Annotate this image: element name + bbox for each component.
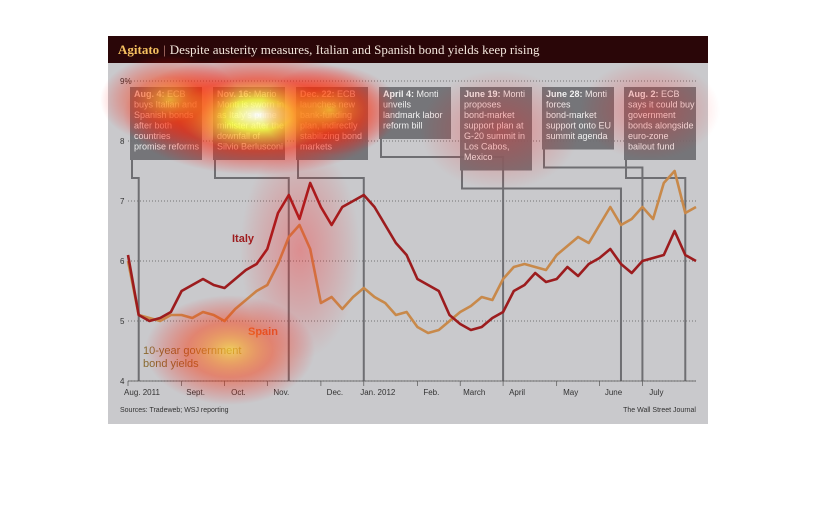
x-tick-label: April — [509, 388, 525, 397]
y-tick-label: 8 — [120, 137, 125, 146]
series-line-spain — [126, 169, 697, 335]
annotation-text: markets — [300, 142, 333, 152]
annotation-text: bailout fund — [628, 142, 675, 152]
annotation-leader-line — [461, 170, 622, 381]
annotation-text: Aug. 4: ECB — [134, 89, 186, 99]
annotation-leader-line — [131, 160, 140, 381]
chart-figure: Agitato | Despite austerity measures, Ital… — [108, 36, 708, 424]
annotation-text: support plan at — [464, 121, 524, 131]
annotation-text: bank-funding — [300, 110, 352, 120]
x-tick-label: Aug. 2011 — [124, 388, 160, 397]
title-kicker: Agitato — [118, 42, 160, 57]
y-tick-label: 9% — [120, 77, 132, 86]
annotation-text: April 4: Monti — [383, 89, 439, 99]
series-line-italy — [126, 181, 697, 332]
publisher-note: The Wall Street Journal — [623, 407, 696, 414]
annotation-text: summit agenda — [546, 131, 608, 141]
title-separator: | — [163, 42, 166, 57]
x-tick-label: Oct. — [231, 388, 246, 397]
annotation-text: promise reforms — [134, 142, 200, 152]
annotation-text: countries — [134, 131, 171, 141]
x-tick-label: May — [563, 388, 578, 397]
x-tick-label: Sept. — [186, 388, 205, 397]
annotation-text: reform bill — [383, 121, 423, 131]
y-tick-label: 6 — [120, 257, 125, 266]
annotation-leader-line — [625, 160, 687, 381]
annotation-text: bond-market — [546, 110, 597, 120]
series-layer — [126, 169, 697, 335]
x-tick-label: March — [463, 388, 485, 397]
annotation-text: Nov. 16: Mario — [217, 89, 276, 99]
legend-line-2: bond yields — [143, 358, 199, 370]
annotation-text: forces — [546, 100, 571, 110]
annotation-text: Silvio Berlusconi — [217, 142, 283, 152]
annotation-text: as Italy's prime — [217, 110, 277, 120]
y-tick-label: 4 — [120, 377, 125, 386]
y-tick-label: 5 — [120, 317, 125, 326]
legend-line-1: 10-year government — [143, 345, 241, 357]
annotation-text: government — [628, 110, 676, 120]
annotation-text: landmark labor — [383, 110, 443, 120]
annotation-leader-line — [543, 149, 644, 381]
x-tick-label: Jan. 2012 — [360, 388, 396, 397]
annotation-text: bond-market — [464, 110, 515, 120]
annotation-text: downfall of — [217, 131, 261, 141]
annotation-text: proposes — [464, 100, 502, 110]
x-tick-label: Nov. — [273, 388, 289, 397]
annotation-text: G-20 summit in — [464, 131, 525, 141]
annotation-text: stabilizing bond — [300, 131, 362, 141]
annotation-text: euro-zone — [628, 131, 669, 141]
x-tick-label: Dec. — [327, 388, 343, 397]
annotation-text: Dec. 22: ECB — [300, 89, 356, 99]
annotation-text: plan, indirectly — [300, 121, 358, 131]
annotation-text: June 28: Monti — [546, 89, 607, 99]
series-label-italy: Italy — [232, 233, 255, 245]
x-tick-label: June — [605, 388, 623, 397]
annotation-text: launches new — [300, 100, 356, 110]
chart-title: Despite austerity measures, Italian and … — [169, 42, 540, 57]
x-tick-label: July — [649, 388, 663, 397]
annotation-text: buys Italian and — [134, 100, 197, 110]
annotation-text: Aug. 2: ECB — [628, 89, 680, 99]
annotation-text: support onto EU — [546, 121, 611, 131]
x-tick-label: Feb. — [423, 388, 439, 397]
annotation-text: bonds alongside — [628, 121, 694, 131]
annotation-text: Monti is sworn in — [217, 100, 284, 110]
series-label-spain: Spain — [248, 326, 278, 338]
y-tick-label: 7 — [120, 197, 125, 206]
annotation-text: says it could buy — [628, 100, 695, 110]
sources-note: Sources: Tradeweb; WSJ reporting — [120, 407, 229, 414]
annotation-text: Spanish bonds — [134, 110, 194, 120]
annotation-text: after both — [134, 121, 172, 131]
annotation-text: Los Cabos, — [464, 142, 510, 152]
annotation-text: Mexico — [464, 152, 493, 162]
annotation-text: minister after the — [217, 121, 284, 131]
annotation-text: June 19: Monti — [464, 89, 525, 99]
annotation-text: unveils — [383, 100, 412, 110]
annotation-leader-line — [380, 139, 505, 381]
